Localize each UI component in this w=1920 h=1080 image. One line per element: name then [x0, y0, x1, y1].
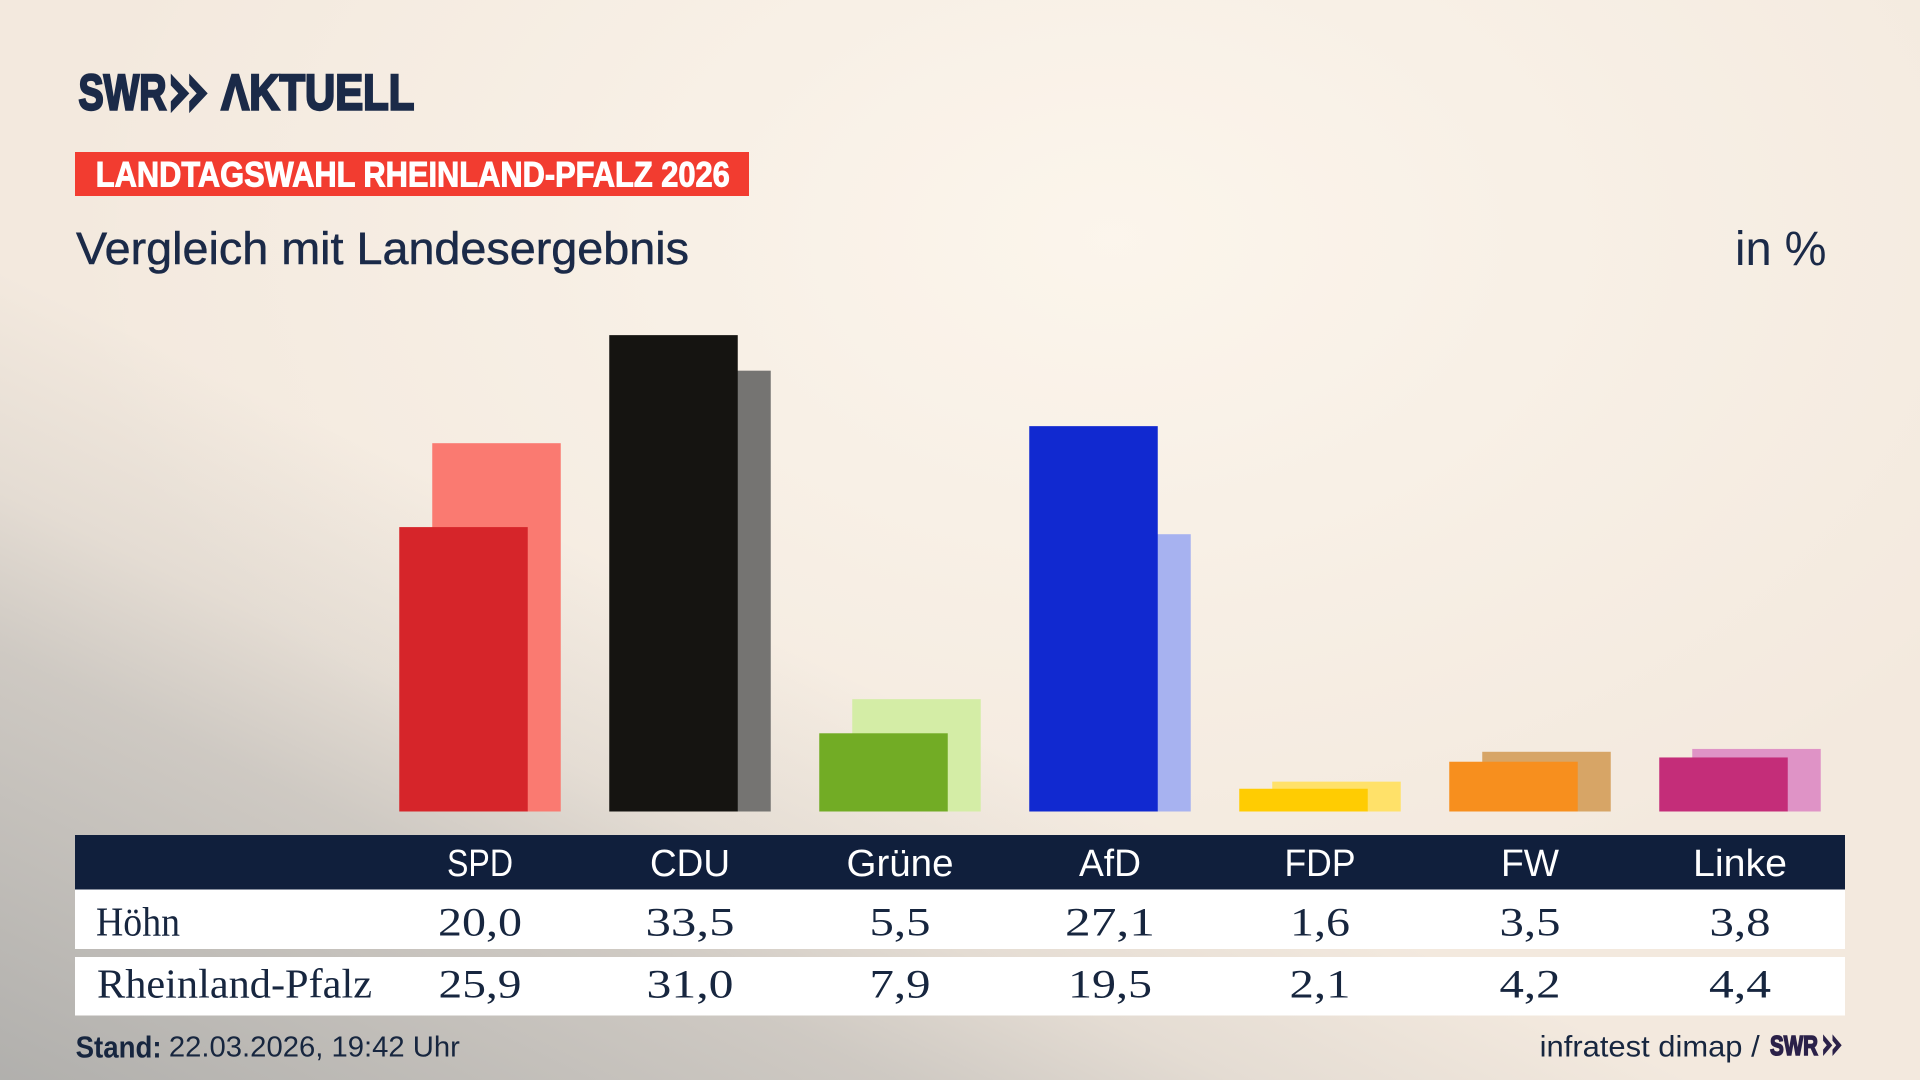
- svg-text:in %: in %: [1735, 223, 1827, 276]
- svg-text:2,1: 2,1: [1290, 962, 1351, 1007]
- svg-text:4,4: 4,4: [1709, 962, 1771, 1007]
- svg-text:SWR: SWR: [79, 65, 167, 121]
- svg-text:3,5: 3,5: [1500, 899, 1561, 944]
- svg-text:LANDTAGSWAHL RHEINLAND-PFALZ 2: LANDTAGSWAHL RHEINLAND-PFALZ 2026: [96, 156, 730, 195]
- svg-text:3,8: 3,8: [1710, 899, 1771, 944]
- svg-text:31,0: 31,0: [647, 962, 734, 1007]
- svg-text:SPD: SPD: [447, 843, 513, 885]
- svg-text:ΛKTUELL: ΛKTUELL: [221, 65, 414, 121]
- svg-text:33,5: 33,5: [646, 899, 735, 944]
- svg-text:AfD: AfD: [1079, 843, 1141, 885]
- svg-text:4,2: 4,2: [1500, 962, 1561, 1007]
- svg-text:FW: FW: [1501, 843, 1559, 885]
- svg-text:25,9: 25,9: [439, 962, 522, 1007]
- svg-text:19,5: 19,5: [1068, 962, 1152, 1007]
- svg-text:1,6: 1,6: [1290, 899, 1350, 944]
- svg-text:SWR: SWR: [1770, 1030, 1818, 1061]
- svg-text:CDU: CDU: [650, 843, 730, 885]
- svg-text:27,1: 27,1: [1065, 899, 1155, 944]
- svg-text:FDP: FDP: [1285, 843, 1356, 885]
- svg-text:Stand:: Stand:: [76, 1031, 162, 1065]
- svg-text:7,9: 7,9: [870, 962, 931, 1007]
- svg-text:Grüne: Grüne: [847, 843, 954, 885]
- svg-text:5,5: 5,5: [870, 899, 931, 944]
- svg-text:Rheinland-Pfalz: Rheinland-Pfalz: [97, 961, 372, 1007]
- svg-text:Höhn: Höhn: [96, 898, 180, 944]
- svg-text:20,0: 20,0: [438, 899, 522, 944]
- svg-text:22.03.2026, 19:42 Uhr: 22.03.2026, 19:42 Uhr: [169, 1032, 461, 1064]
- svg-text:Linke: Linke: [1693, 843, 1787, 885]
- svg-text:Vergleich mit Landesergebnis: Vergleich mit Landesergebnis: [76, 223, 689, 274]
- svg-text:infratest dimap /: infratest dimap /: [1540, 1030, 1761, 1063]
